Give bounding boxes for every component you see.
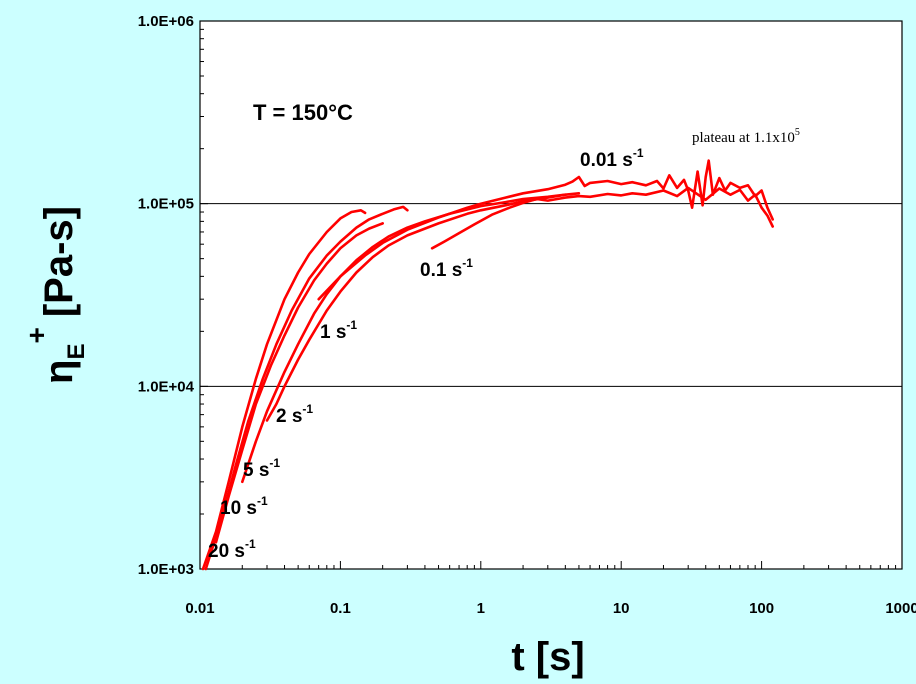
y-tick-label: 1.0E+03 — [138, 561, 194, 578]
y-tick-labels: 1.0E+03 1.0E+04 1.0E+05 1.0E+06 — [138, 13, 195, 578]
series-line-0 — [201, 209, 367, 571]
y-tick-label: 1.0E+05 — [138, 196, 194, 213]
series-label-10-sup: -1 — [257, 494, 268, 508]
series-line-5 — [430, 186, 774, 250]
series-label-20: 20 s-1 — [208, 537, 256, 562]
y-axis-title-sup: + — [21, 327, 52, 343]
series-label-5-sup: -1 — [269, 456, 280, 470]
y-tick-label: 1.0E+06 — [138, 13, 194, 30]
plateau-annotation-sup: 5 — [795, 127, 800, 138]
series-label-5: 5 s-1 — [243, 456, 280, 481]
x-axis-title: t [s] — [511, 635, 584, 679]
series-label-2-sup: -1 — [302, 402, 313, 416]
series-line-1 — [204, 205, 409, 571]
series-label-0-01: 0.01 s-1 — [580, 146, 644, 171]
series-label-1-text: 1 s — [320, 322, 346, 343]
x-tick-label: 0.01 — [185, 600, 214, 617]
x-tick-label: 10 — [613, 600, 630, 617]
series-label-20-sup: -1 — [245, 537, 256, 551]
series-line-4 — [265, 192, 581, 422]
series-label-0-1-text: 0.1 s — [420, 260, 462, 281]
x-tick-labels: 0.01 0.1 1 10 100 1000 — [185, 600, 916, 617]
svg-text:ηE+[Pa-s]: ηE + [Pa-s] — [21, 206, 90, 384]
series-label-10-text: 10 s — [220, 498, 257, 519]
y-axis-title-base: η — [37, 360, 81, 384]
y-axis-title-unit: [Pa-s] — [37, 206, 81, 317]
plot-area — [200, 21, 902, 569]
series-label-0-01-text: 0.01 s — [580, 150, 633, 171]
series-label-10: 10 s-1 — [220, 494, 268, 519]
series-group — [201, 159, 774, 571]
series-label-20-text: 20 s — [208, 541, 245, 562]
series-label-1-sup: -1 — [346, 318, 357, 332]
series-line-6 — [317, 159, 774, 301]
y-tick-label: 1.0E+04 — [138, 378, 195, 395]
plateau-annotation-text: plateau at 1.1x10 — [692, 130, 795, 146]
series-line-2 — [214, 222, 384, 544]
series-label-0-1-sup: -1 — [462, 256, 473, 270]
x-tick-label: 1 — [477, 600, 485, 617]
x-tick-label: 0.1 — [330, 600, 351, 617]
y-axis-title: ηE + [Pa-s] — [21, 206, 90, 384]
series-line-3 — [241, 193, 567, 484]
plot-frame — [199, 20, 903, 570]
series-label-0-1: 0.1 s-1 — [420, 256, 473, 281]
plateau-annotation: plateau at 1.1x105 — [692, 127, 800, 146]
series-label-5-text: 5 s — [243, 460, 269, 481]
y-axis-title-sub: E — [63, 344, 90, 360]
x-tick-label: 100 — [749, 600, 774, 617]
series-label-1: 1 s-1 — [320, 318, 357, 343]
series-label-0-01-sup: -1 — [633, 146, 644, 160]
gridlines — [200, 203, 902, 387]
x-tick-label: 1000 — [885, 600, 916, 617]
temperature-annotation: T = 150°C — [253, 100, 353, 125]
series-label-2: 2 s-1 — [276, 402, 313, 427]
series-label-2-text: 2 s — [276, 406, 302, 427]
